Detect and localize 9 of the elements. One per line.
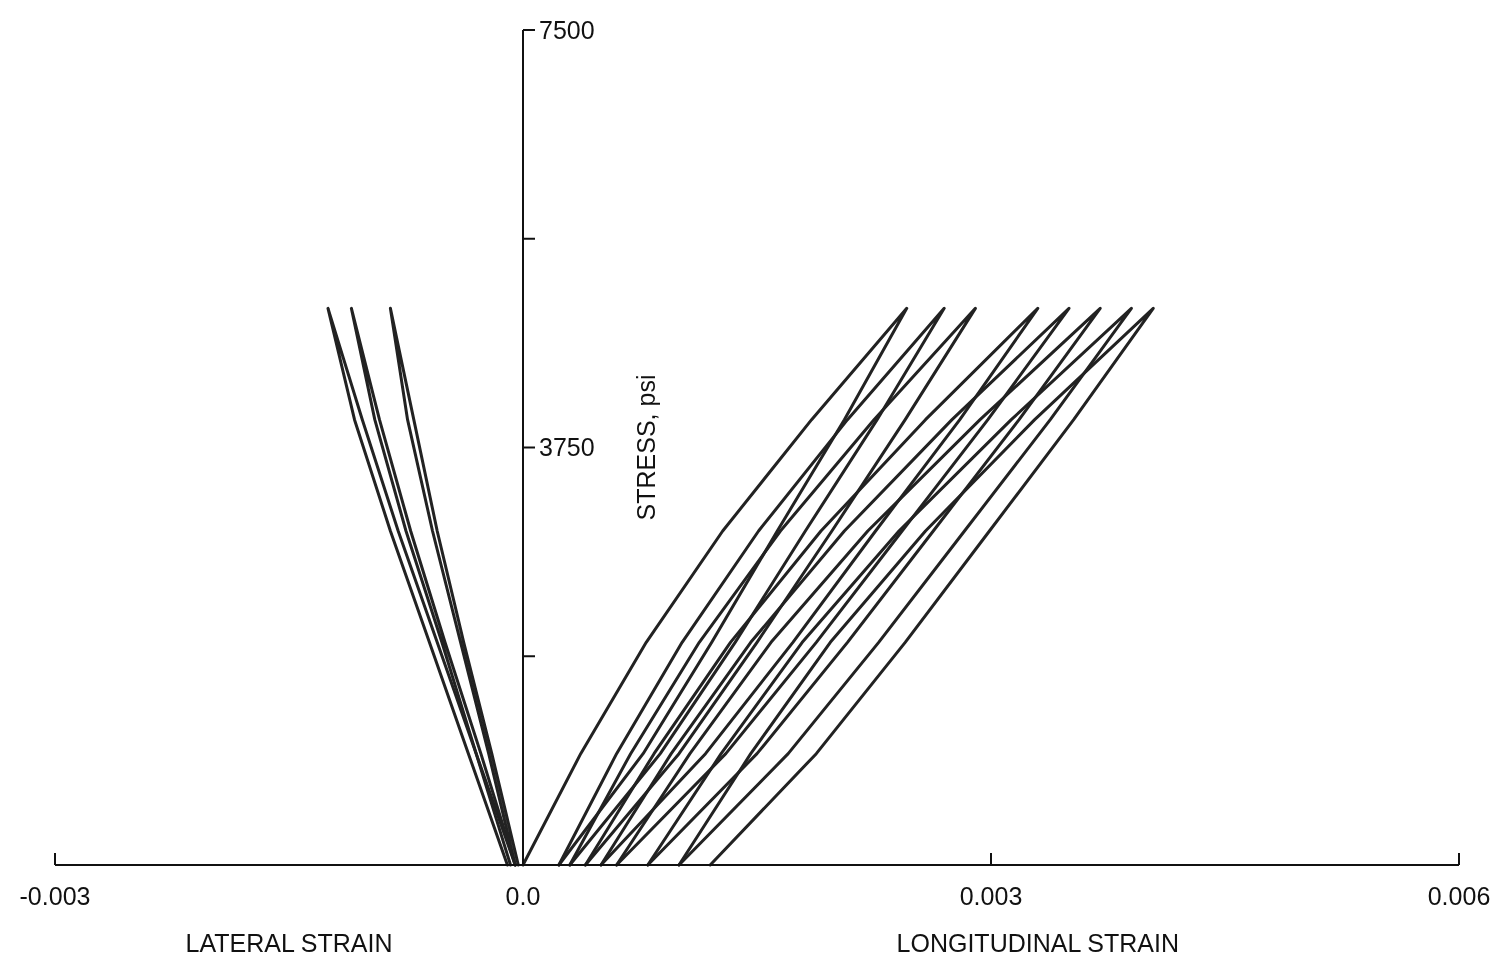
y-tick-label: 7500 xyxy=(539,15,595,44)
x-tick-label: 0.003 xyxy=(959,882,1023,910)
text: LATERAL STRAIN xyxy=(185,929,393,957)
x-tick-label: -0.003 xyxy=(19,882,91,910)
x-tick-label: 0.006 xyxy=(1427,882,1491,910)
y-tick-label: 3750 xyxy=(539,433,595,462)
x-tick-label: 0.0 xyxy=(505,882,541,910)
y-axis-title: STRESS, psi xyxy=(632,374,660,521)
x-axis-title: LONGITUDINAL STRAIN xyxy=(896,929,1180,957)
